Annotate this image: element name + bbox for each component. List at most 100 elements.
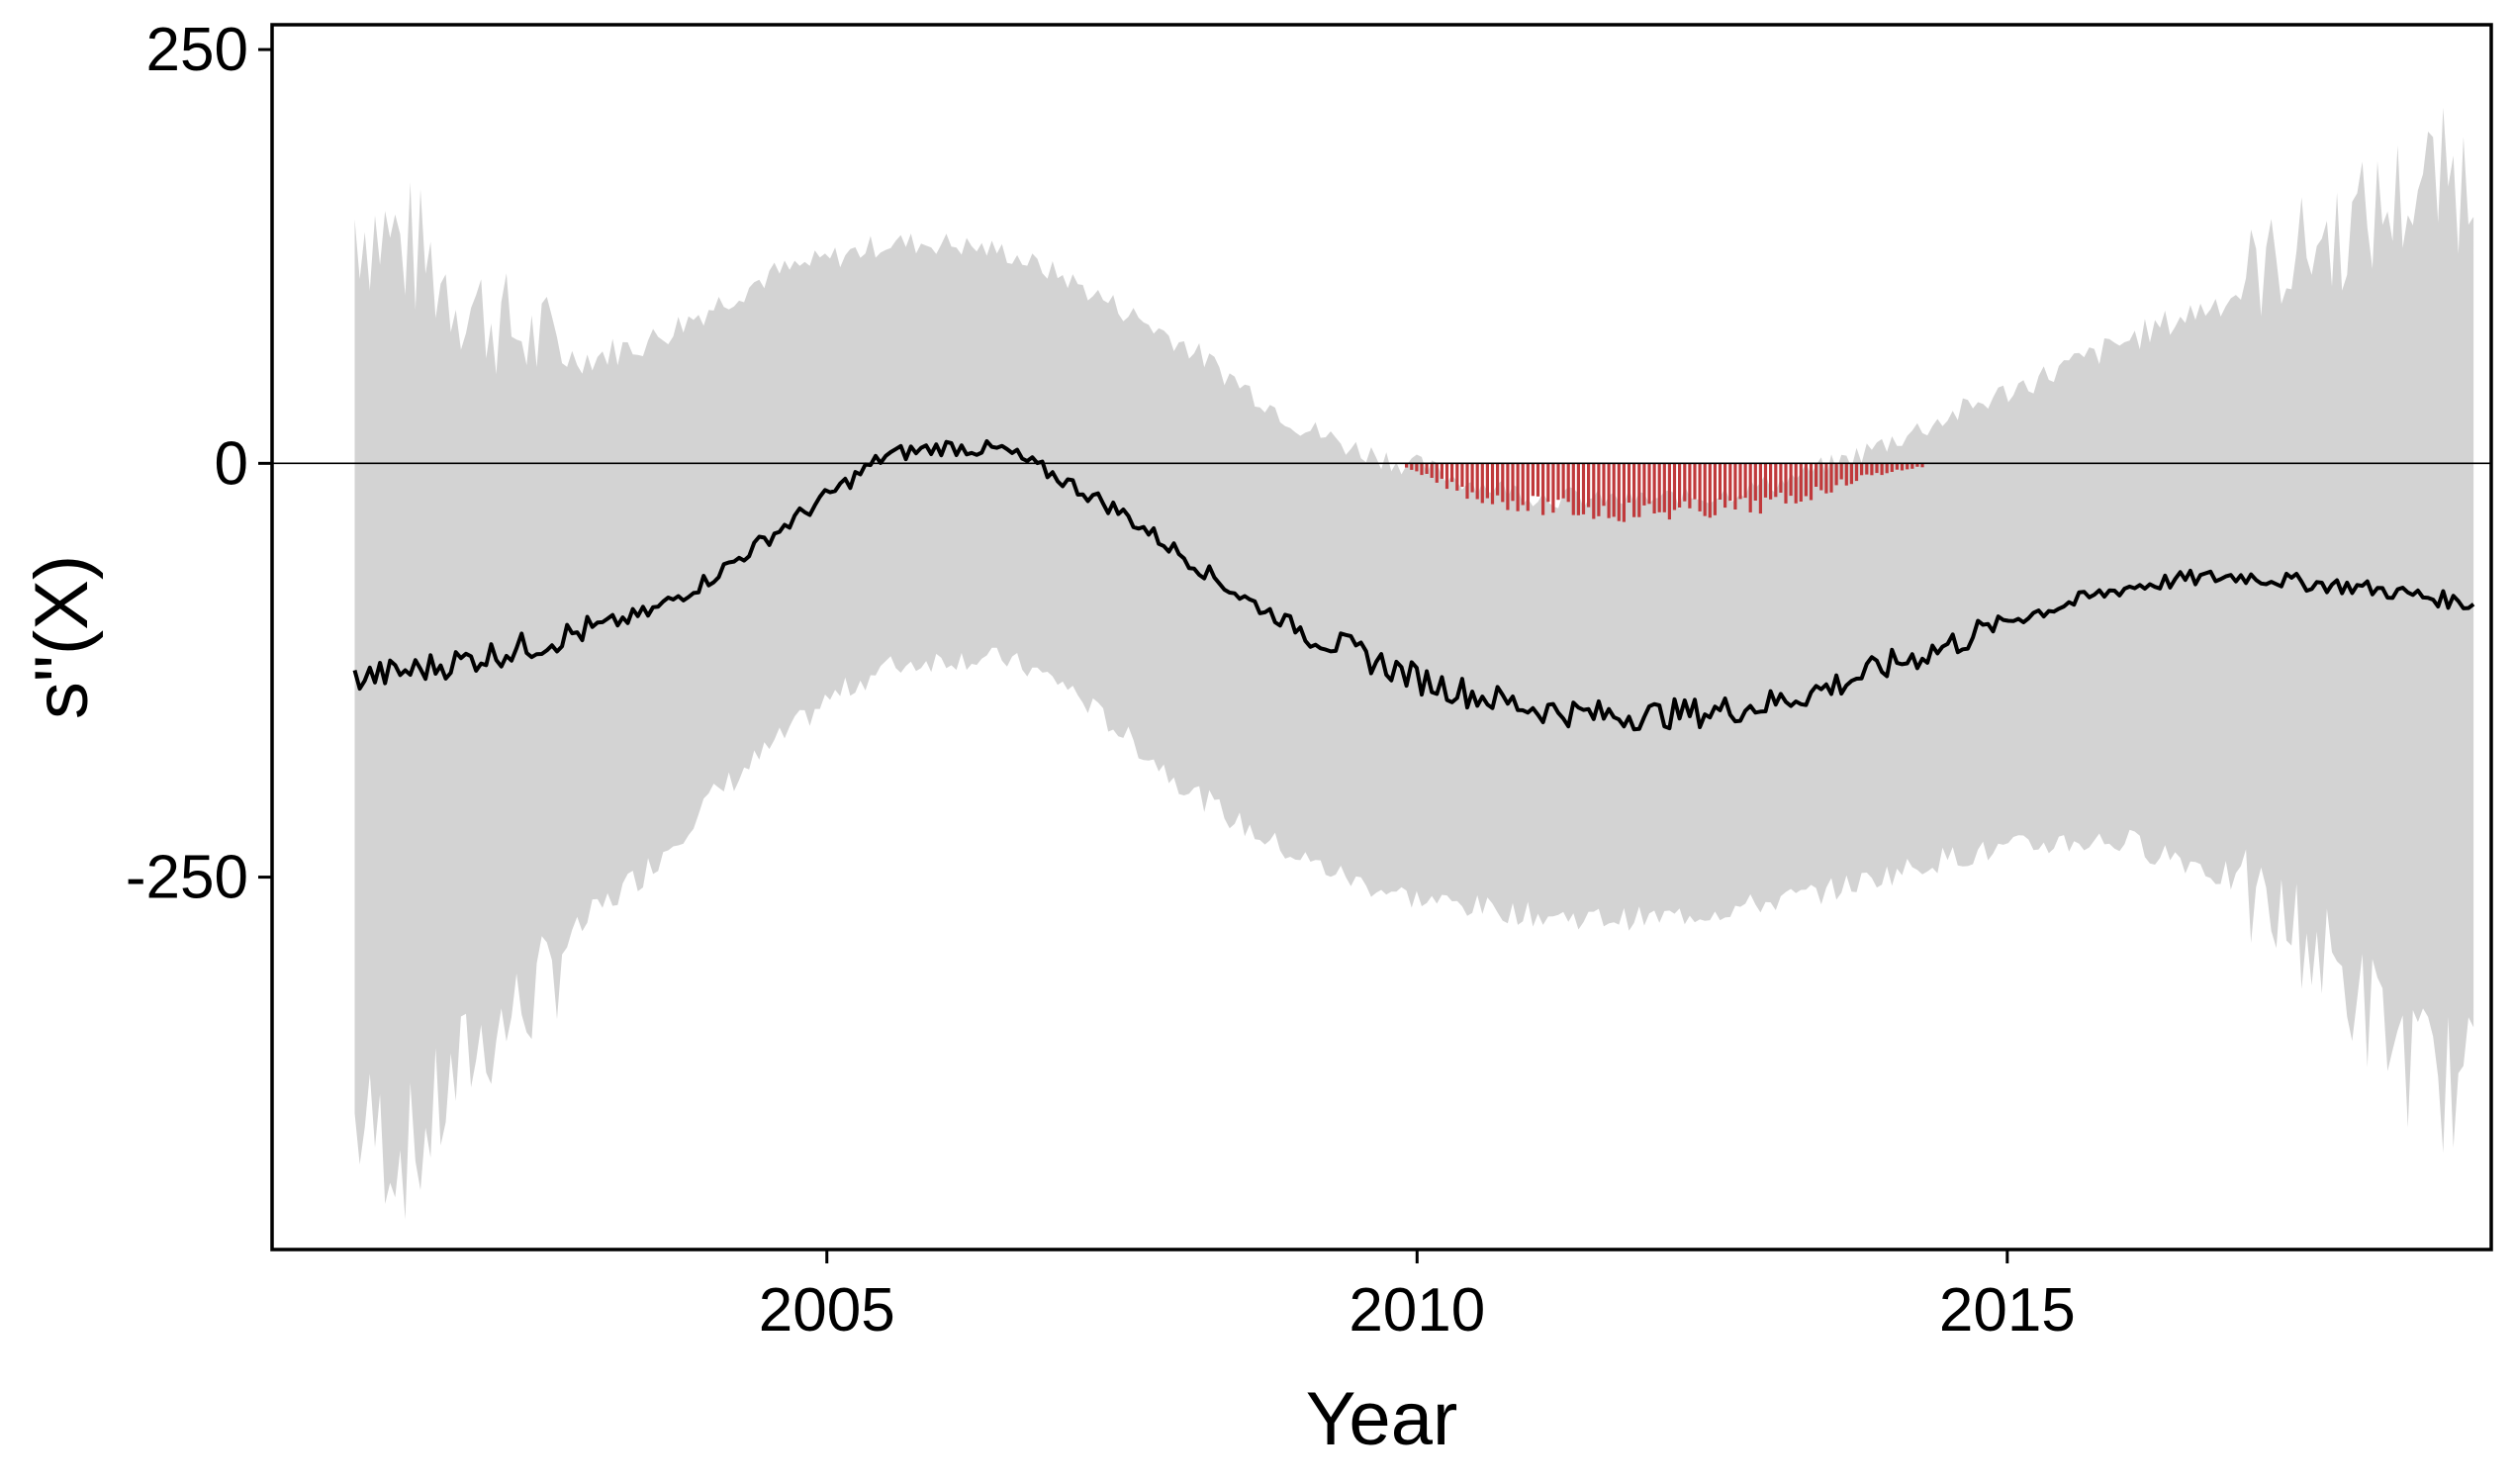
significance-bar xyxy=(1561,463,1565,499)
significance-bar xyxy=(1506,463,1510,510)
significance-bar xyxy=(1607,463,1611,518)
significance-bar xyxy=(1774,463,1778,498)
significance-bar xyxy=(1799,463,1803,502)
significance-bar xyxy=(1809,463,1814,501)
significance-bar xyxy=(1420,463,1424,476)
significance-bar xyxy=(1900,463,1905,471)
significance-bar xyxy=(1824,463,1828,494)
significance-bar xyxy=(1708,463,1712,518)
significance-bar xyxy=(1748,463,1752,512)
significance-bar xyxy=(1662,463,1666,512)
significance-bar xyxy=(1627,463,1631,503)
significance-bar xyxy=(1860,463,1864,476)
significance-bar xyxy=(1566,463,1570,503)
significance-bar xyxy=(1496,463,1500,496)
significance-bar xyxy=(1875,463,1879,474)
significance-bar xyxy=(1906,463,1909,470)
significance-bar xyxy=(1592,463,1596,519)
significance-bar xyxy=(1849,463,1853,485)
significance-bar xyxy=(1511,463,1515,502)
significance-bar xyxy=(1672,463,1677,510)
y-axis: 250 0 -250 xyxy=(126,16,272,912)
significance-bar xyxy=(1576,463,1580,515)
significance-bar xyxy=(1632,463,1636,517)
significance-bar xyxy=(1460,463,1464,488)
series-line xyxy=(352,438,2475,732)
significance-bar xyxy=(1637,463,1641,517)
significance-bar xyxy=(1516,463,1520,511)
significance-bar xyxy=(1480,463,1484,504)
significance-bar xyxy=(1405,463,1409,468)
x-tick-label: 2015 xyxy=(1939,1276,2076,1345)
significance-bar xyxy=(1844,463,1848,486)
significance-bar xyxy=(1501,463,1505,503)
significance-bar xyxy=(1647,463,1651,505)
y-tick-label: 0 xyxy=(215,429,248,498)
significance-bar xyxy=(1526,463,1530,511)
significance-bar xyxy=(1465,463,1469,500)
significance-bar xyxy=(1470,463,1474,493)
significance-bar xyxy=(1541,463,1545,515)
significance-bar xyxy=(1536,463,1540,497)
significance-bar xyxy=(1885,463,1889,474)
significance-bar xyxy=(1430,463,1434,478)
significance-bar xyxy=(1865,463,1869,475)
significance-bar xyxy=(1834,463,1838,486)
significance-bar xyxy=(1880,463,1884,476)
significance-bar xyxy=(1546,463,1550,503)
significance-bar xyxy=(1743,463,1747,499)
significance-bar xyxy=(1521,463,1525,506)
significance-bar xyxy=(1581,463,1586,514)
significance-bar xyxy=(1779,463,1783,493)
significance-bars xyxy=(1405,463,1924,522)
significance-bar xyxy=(1693,463,1697,500)
significance-bar xyxy=(1657,463,1661,512)
significance-bar xyxy=(1678,463,1682,508)
significance-bar xyxy=(1435,463,1439,483)
significance-bar xyxy=(1612,463,1616,517)
y-axis-label: s"(X) xyxy=(20,555,104,719)
y-tick-label: 250 xyxy=(146,16,248,84)
significance-bar xyxy=(1920,463,1924,468)
significance-bar xyxy=(1890,463,1894,472)
significance-bar xyxy=(1738,463,1742,500)
significance-bar xyxy=(1713,463,1717,515)
significance-bar xyxy=(1839,463,1843,480)
significance-bar xyxy=(1910,463,1914,469)
significance-bar xyxy=(1425,463,1429,474)
significance-bar xyxy=(1531,463,1535,497)
significance-bar xyxy=(1410,463,1414,470)
significance-bar xyxy=(1444,463,1449,490)
significance-bar xyxy=(1763,463,1768,498)
significance-bar xyxy=(1667,463,1671,520)
x-axis: 2005 2010 2015 xyxy=(759,1250,2076,1345)
significance-bar xyxy=(1733,463,1737,510)
plot-frame xyxy=(270,23,2493,1252)
significance-bar xyxy=(1698,463,1702,511)
significance-bar xyxy=(1829,463,1833,493)
significance-bar xyxy=(1753,463,1757,501)
x-tick-label: 2005 xyxy=(759,1276,895,1345)
significance-bar xyxy=(1642,463,1646,506)
x-axis-label: Year xyxy=(1306,1377,1458,1461)
significance-bar xyxy=(1475,463,1479,500)
significance-bar xyxy=(1556,463,1560,501)
significance-bar xyxy=(1415,463,1419,472)
significance-bar xyxy=(1455,463,1459,491)
significance-bar xyxy=(1683,463,1687,502)
x-tick-label: 2010 xyxy=(1349,1276,1485,1345)
significance-bar xyxy=(1728,463,1732,502)
significance-bar xyxy=(1758,463,1762,514)
significance-bar xyxy=(1602,463,1606,507)
significance-bar xyxy=(1870,463,1874,476)
significance-bar xyxy=(1815,463,1818,487)
significance-bar xyxy=(1718,463,1723,500)
significance-bar xyxy=(1571,463,1575,515)
significance-bar xyxy=(1769,463,1773,500)
significance-bar xyxy=(1485,463,1489,499)
significance-bar xyxy=(1587,463,1591,508)
significance-bar xyxy=(1854,463,1859,482)
significance-bar xyxy=(1617,463,1621,521)
significance-bar xyxy=(1597,463,1601,516)
